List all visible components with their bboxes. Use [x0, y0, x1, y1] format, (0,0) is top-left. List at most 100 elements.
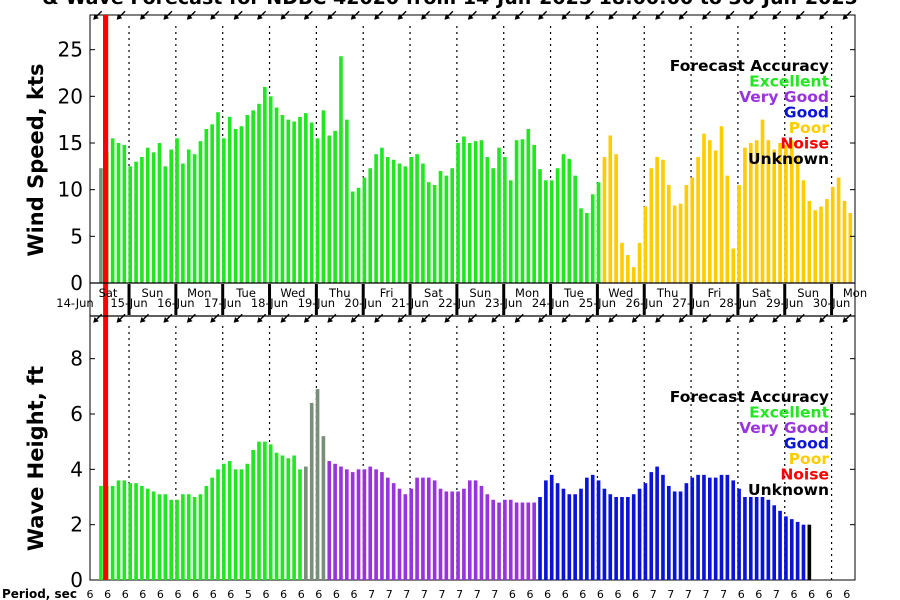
data-bar	[175, 138, 179, 283]
data-bar	[848, 213, 853, 283]
period-value: 7	[773, 588, 780, 600]
data-bar	[426, 477, 431, 580]
period-value: 7	[456, 588, 463, 600]
data-bar	[263, 87, 267, 283]
day-separator	[127, 284, 131, 315]
data-bar	[268, 96, 273, 283]
data-bar	[573, 494, 577, 580]
data-bar	[684, 483, 689, 580]
data-bar	[813, 210, 817, 283]
data-bar	[485, 494, 490, 580]
date-label: 26-Jun	[626, 296, 663, 310]
period-value: 6	[87, 588, 94, 600]
data-bar	[778, 143, 782, 283]
data-bar	[637, 488, 642, 580]
day-of-week-label: Mon	[187, 286, 211, 300]
data-bar	[304, 466, 308, 580]
data-bar	[309, 122, 314, 283]
data-bar	[321, 110, 326, 283]
data-bar	[403, 494, 408, 580]
data-bar	[280, 115, 285, 283]
day-separator	[830, 284, 834, 315]
legend-item-good: Good	[784, 104, 829, 122]
data-bar	[678, 203, 683, 283]
data-bar	[444, 491, 449, 580]
chart-title: & Wave Forecast for NDBC 42020 from 14-J…	[0, 0, 900, 9]
direction-arrow-icon	[163, 313, 173, 323]
data-bar	[415, 154, 419, 283]
data-bar	[737, 185, 741, 283]
legend-item-excellent: Excellent	[749, 404, 829, 422]
data-bar	[631, 494, 636, 580]
data-bar	[286, 458, 291, 580]
data-bar	[122, 144, 127, 283]
data-bar	[321, 436, 326, 580]
data-bar	[315, 389, 320, 580]
direction-arrow-icon	[233, 313, 243, 323]
data-bar	[333, 463, 337, 580]
period-value: 6	[263, 588, 270, 600]
data-bar	[672, 491, 677, 580]
data-bar	[251, 110, 255, 283]
data-bar	[713, 477, 718, 580]
period-value: 7	[421, 588, 428, 600]
data-bar	[473, 480, 478, 580]
data-bar	[772, 505, 777, 580]
data-bar	[432, 185, 437, 283]
data-bar	[789, 140, 794, 283]
day-separator	[408, 284, 412, 315]
data-bar	[614, 497, 618, 580]
period-value: 6	[175, 588, 182, 600]
data-bar	[743, 497, 747, 580]
data-bar	[257, 441, 261, 580]
data-bar	[462, 488, 466, 580]
day-separator	[174, 284, 178, 315]
data-bar	[233, 469, 238, 580]
day-of-week-label: Mon	[515, 286, 539, 300]
data-bar	[99, 168, 103, 283]
y-axis-label: Wind Speed, kts	[24, 63, 48, 256]
data-bar	[163, 166, 168, 283]
data-bar	[731, 480, 736, 580]
data-bar	[743, 147, 747, 283]
data-bar	[608, 494, 613, 580]
data-bar	[795, 521, 800, 580]
day-of-week-label: Sat	[99, 286, 118, 300]
data-bar	[690, 177, 695, 283]
period-value: 6	[210, 588, 217, 600]
data-bar	[110, 485, 115, 580]
data-bar	[544, 180, 548, 283]
data-bar	[99, 485, 103, 580]
y-tick-label: 5	[70, 224, 83, 248]
period-value: 6	[755, 588, 762, 600]
date-axis: Sat14-JunSun15-JunMon16-JunTue17-JunWed1…	[56, 282, 867, 317]
direction-arrow-icon	[842, 313, 852, 323]
data-bar	[772, 149, 777, 283]
direction-arrow-icon	[93, 313, 103, 323]
data-bar	[637, 242, 642, 283]
direction-arrow-icon	[702, 313, 712, 323]
data-bar	[304, 113, 308, 283]
direction-arrow-icon	[772, 313, 782, 323]
data-bar	[596, 182, 601, 283]
data-bar	[643, 206, 648, 283]
direction-arrow-icon	[327, 313, 337, 323]
date-label: 20-Jun	[345, 296, 382, 310]
data-bar	[526, 502, 531, 580]
data-bar	[497, 502, 501, 580]
y-tick-label: 2	[70, 513, 83, 537]
period-value: 7	[368, 588, 375, 600]
data-bar	[198, 141, 203, 283]
data-bar	[374, 154, 378, 283]
data-bar	[157, 143, 162, 283]
data-bar	[503, 499, 507, 580]
day-of-week-label: Tue	[235, 286, 256, 300]
data-bar	[748, 143, 753, 283]
data-bar	[157, 494, 162, 580]
direction-arrow-icon	[538, 313, 548, 323]
data-bar	[415, 477, 419, 580]
day-of-week-label: Sun	[142, 286, 164, 300]
data-bar	[661, 474, 665, 580]
data-bar	[707, 140, 712, 283]
